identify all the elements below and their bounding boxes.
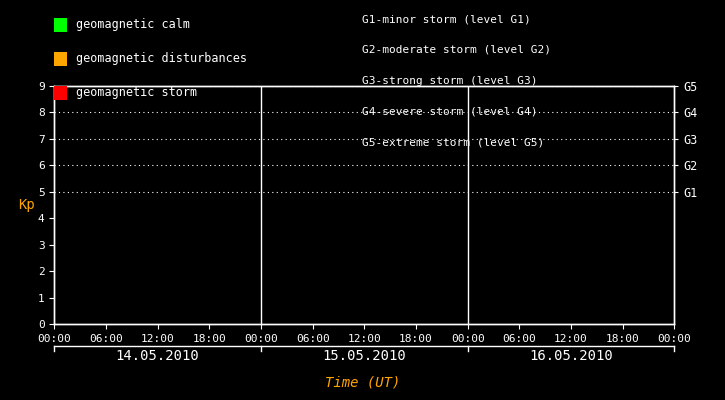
Text: 14.05.2010: 14.05.2010 [116,349,199,363]
Text: geomagnetic calm: geomagnetic calm [76,18,190,31]
Text: G3-strong storm (level G3): G3-strong storm (level G3) [362,76,538,86]
Text: G2-moderate storm (level G2): G2-moderate storm (level G2) [362,45,552,55]
Text: G5-extreme storm (level G5): G5-extreme storm (level G5) [362,137,544,147]
Text: 15.05.2010: 15.05.2010 [323,349,406,363]
Text: geomagnetic disturbances: geomagnetic disturbances [76,52,247,65]
Text: geomagnetic storm: geomagnetic storm [76,86,197,99]
Text: 16.05.2010: 16.05.2010 [529,349,613,363]
Text: G1-minor storm (level G1): G1-minor storm (level G1) [362,14,531,24]
Text: Kp: Kp [18,198,35,212]
Text: Time (UT): Time (UT) [325,376,400,390]
Text: G4-severe storm (level G4): G4-severe storm (level G4) [362,106,538,116]
